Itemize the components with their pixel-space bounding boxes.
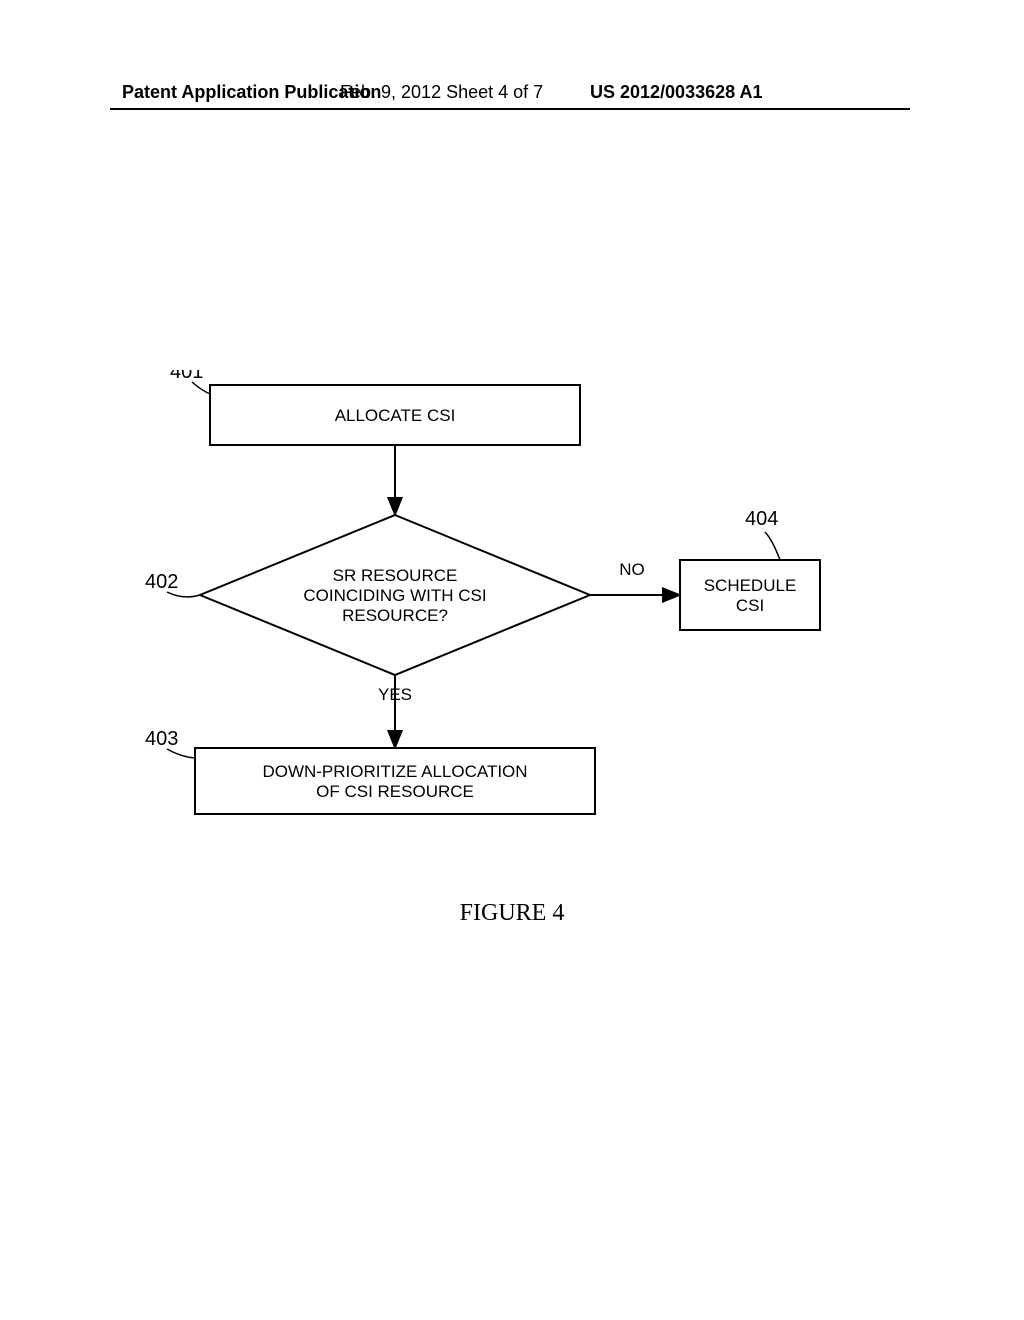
flow-node-text: SR RESOURCE: [333, 566, 458, 585]
ref-tick: [765, 532, 780, 560]
flow-node-text: CSI: [736, 596, 764, 615]
flow-node-rect: [195, 748, 595, 814]
edge-label: YES: [378, 685, 412, 704]
flow-node-text: DOWN-PRIORITIZE ALLOCATION: [262, 762, 527, 781]
header-rule: [110, 108, 910, 110]
flow-node-text: OF CSI RESOURCE: [316, 782, 474, 801]
flow-node-text: COINCIDING WITH CSI: [303, 586, 486, 605]
ref-label: 401: [170, 370, 203, 383]
flow-node-text: ALLOCATE CSI: [335, 406, 456, 425]
edge-label: NO: [619, 560, 645, 579]
flow-node-text: RESOURCE?: [342, 606, 448, 625]
ref-label: 403: [145, 728, 178, 750]
ref-tick: [192, 382, 210, 394]
header-center: Feb. 9, 2012 Sheet 4 of 7: [340, 82, 543, 103]
flow-node-rect: [680, 560, 820, 630]
flowchart: YES NO ALLOCATE CSI 401 SR RESOURCECOINCIDIN…: [110, 370, 910, 850]
figure-caption: FIGURE 4: [0, 900, 1024, 927]
flow-node-text: SCHEDULE: [704, 576, 797, 595]
ref-tick: [167, 749, 195, 758]
header-right: US 2012/0033628 A1: [590, 82, 762, 103]
ref-label: 402: [145, 571, 178, 593]
ref-label: 404: [745, 508, 778, 530]
